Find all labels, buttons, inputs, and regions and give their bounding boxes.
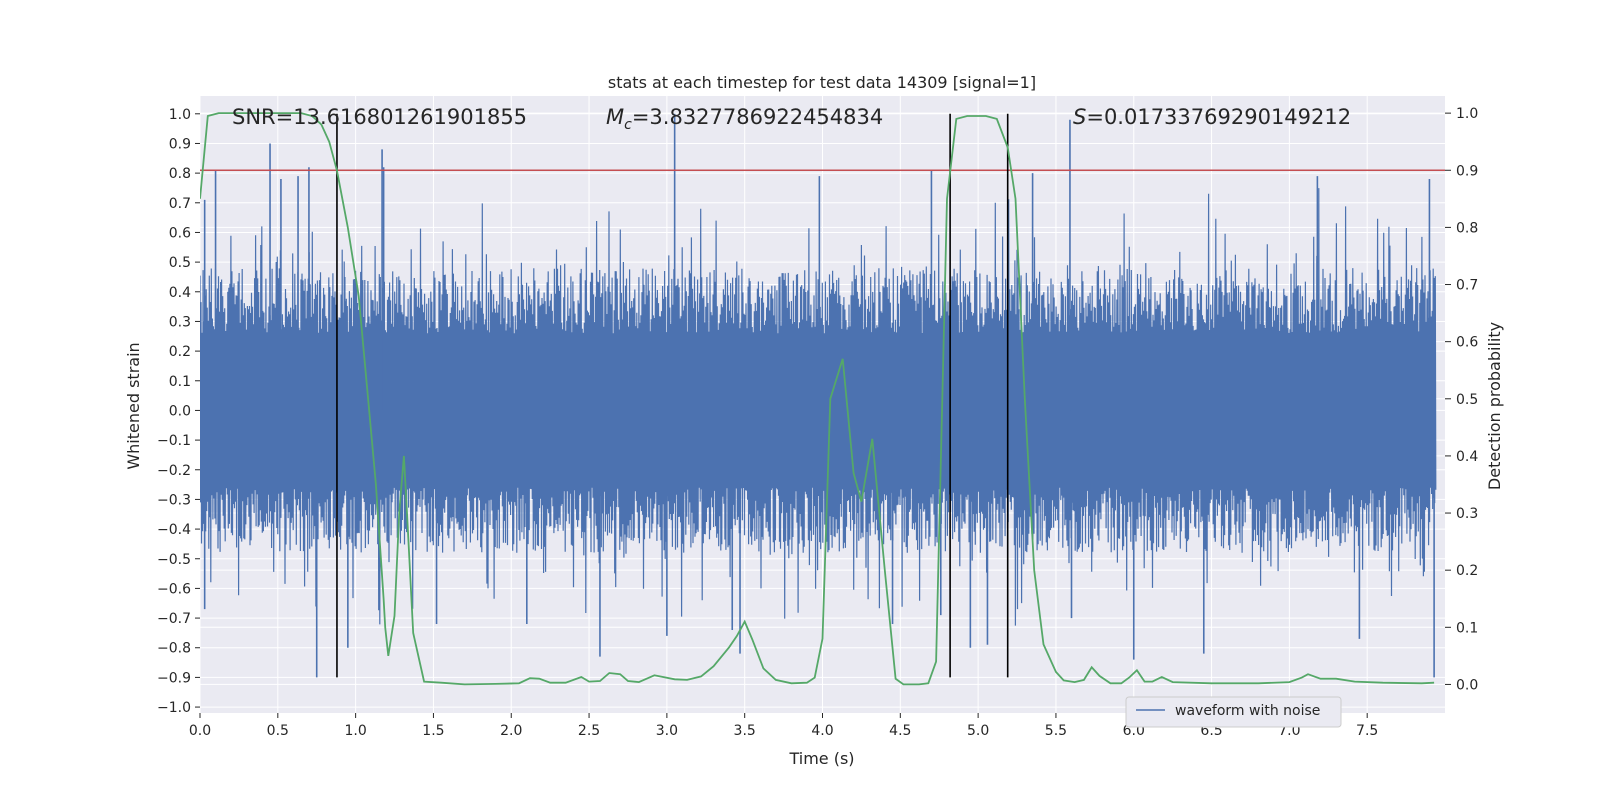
x-tick-label: 3.5 <box>734 723 756 739</box>
y-tick-label: −0.1 <box>157 433 191 449</box>
y2-tick-label: 0.0 <box>1456 677 1478 693</box>
x-tick-label: 2.0 <box>500 723 522 739</box>
y-tick-label: −0.2 <box>157 463 191 479</box>
x-tick-label: 0.5 <box>267 723 289 739</box>
y-tick-label: −0.9 <box>157 670 191 686</box>
x-tick-label: 5.0 <box>967 723 989 739</box>
y2-tick-label: 0.3 <box>1456 506 1478 522</box>
y-axis-label: Whitened strain <box>124 342 143 469</box>
waveform-series <box>200 113 1437 678</box>
y2-tick-label: 0.1 <box>1456 620 1478 636</box>
y-tick-label: 0.4 <box>169 285 191 301</box>
y2-tick-label: 0.7 <box>1456 278 1478 294</box>
y2-tick-label: 0.5 <box>1456 392 1478 408</box>
chart-title: stats at each timestep for test data 143… <box>608 73 1036 92</box>
x-tick-label: 0.0 <box>189 723 211 739</box>
waveform-line <box>200 188 1437 626</box>
x-tick-label: 1.0 <box>344 723 366 739</box>
s-symbol: S <box>1073 105 1086 129</box>
mc-subscript: c <box>624 117 632 133</box>
y-tick-label: 0.1 <box>169 374 191 390</box>
y-tick-label: 0.7 <box>169 196 191 212</box>
mc-value: =3.8327786922454834 <box>632 105 883 129</box>
y-tick-label: 1.0 <box>169 107 191 123</box>
x-tick-label: 4.5 <box>889 723 911 739</box>
y-tick-label: −0.6 <box>157 581 191 597</box>
x-tick-label: 3.0 <box>656 723 678 739</box>
y-tick-label: 0.5 <box>169 255 191 271</box>
y2-tick-label: 0.4 <box>1456 449 1478 465</box>
mc-annotation: Mc=3.8327786922454834 <box>606 105 883 133</box>
y2-axis-ticks: 1.0 0.9 0.8 0.7 0.6 0.5 0.4 0.3 0.2 0.1 0.0 <box>1445 106 1478 693</box>
y2-tick-label: 0.9 <box>1456 163 1478 179</box>
legend-label: waveform with noise <box>1175 703 1320 719</box>
y-tick-label: −0.8 <box>157 641 191 657</box>
probability-line <box>200 112 1435 686</box>
legend-box <box>1125 696 1342 728</box>
y-tick-label: −1.0 <box>157 700 191 716</box>
y2-tick-label: 0.2 <box>1456 563 1478 579</box>
y-tick-label: −0.5 <box>157 552 191 568</box>
probability-series <box>200 112 1435 686</box>
y-tick-label: 0.6 <box>169 225 191 241</box>
vertical-markers <box>336 113 1009 678</box>
y-axis-ticks: 1.0 0.9 0.8 0.7 0.6 0.5 0.4 0.3 0.2 0.1 0.0 −0.1 −0.… <box>157 107 200 716</box>
y-tick-label: 0.2 <box>169 344 191 360</box>
y-tick-label: 0.9 <box>169 136 191 152</box>
x-axis-label: Time (s) <box>788 749 854 768</box>
y2-tick-label: 1.0 <box>1456 106 1478 122</box>
x-tick-label: 5.5 <box>1045 723 1067 739</box>
x-tick-label: 7.5 <box>1356 723 1378 739</box>
legend: waveform with noise <box>1125 696 1342 728</box>
y-tick-label: −0.3 <box>157 492 191 508</box>
mc-symbol: M <box>606 105 624 129</box>
y2-tick-label: 0.6 <box>1456 335 1478 351</box>
y2-axis-label: Detection probability <box>1485 322 1504 490</box>
x-tick-label: 2.5 <box>578 723 600 739</box>
x-tick-label: 1.5 <box>422 723 444 739</box>
y2-tick-label: 0.8 <box>1456 220 1478 236</box>
y-tick-label: −0.4 <box>157 522 191 538</box>
y-tick-label: 0.8 <box>169 166 191 182</box>
y-tick-label: 0.0 <box>169 403 191 419</box>
snr-annotation: SNR=13.616801261901855 <box>232 105 527 129</box>
y-tick-label: 0.3 <box>169 314 191 330</box>
s-annotation: S=0.01733769290149212 <box>1073 105 1351 129</box>
s-value: =0.01733769290149212 <box>1086 105 1351 129</box>
y-tick-label: −0.7 <box>157 611 191 627</box>
x-tick-label: 4.0 <box>811 723 833 739</box>
